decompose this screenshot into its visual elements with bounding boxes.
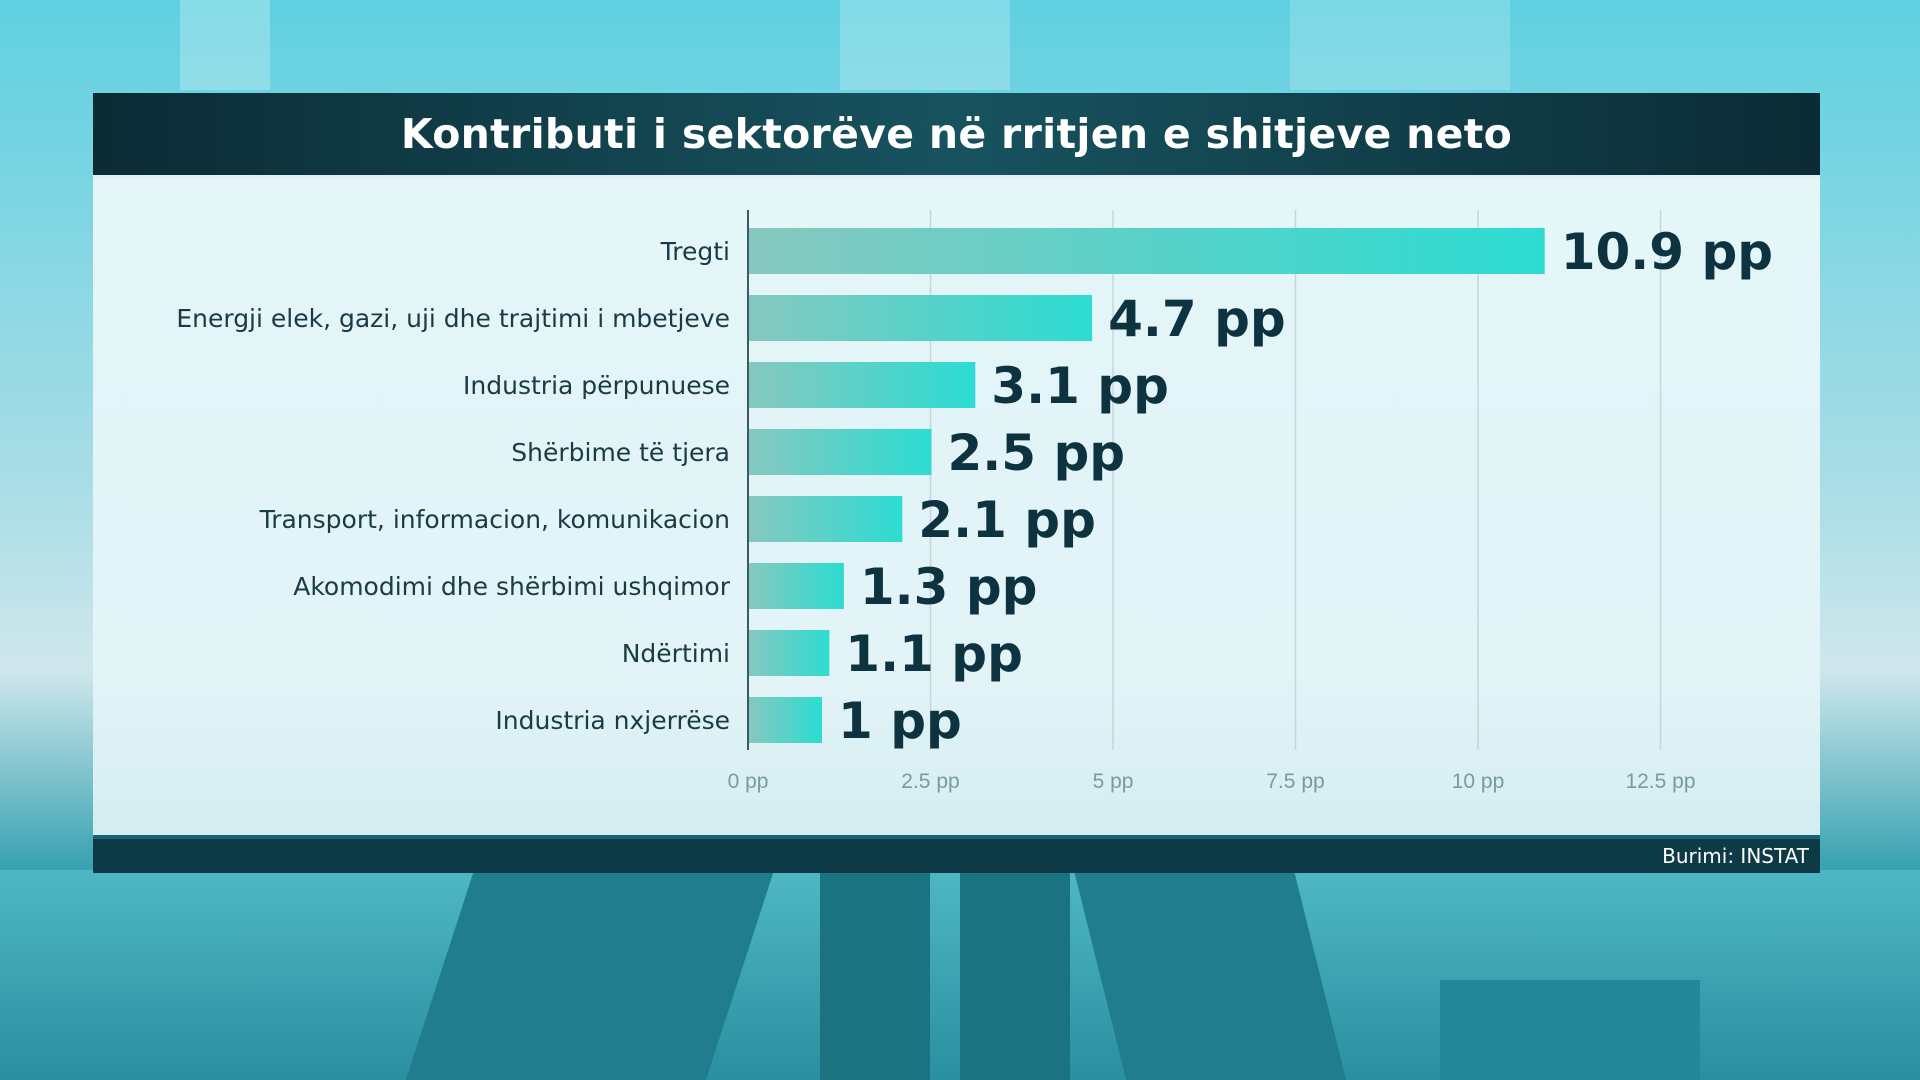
- x-tick-label: 7.5 pp: [1266, 770, 1324, 793]
- category-label: Akomodimi dhe shërbimi ushqimor: [293, 572, 731, 601]
- value-label: 1 pp: [838, 692, 962, 750]
- value-label: 1.3 pp: [860, 558, 1038, 616]
- background-pillar: [1290, 0, 1510, 90]
- bar: [749, 362, 976, 408]
- bar-chart: 0 pp 2.5 pp 5 pp 7.5 pp 10 pp 12.5 pp Tregti 10…: [176, 210, 1773, 793]
- value-label: 2.1 pp: [918, 491, 1096, 549]
- bar: [749, 228, 1545, 274]
- background-pillar: [180, 0, 270, 90]
- category-label: Transport, informacion, komunikacion: [259, 505, 730, 534]
- bar: [749, 697, 822, 743]
- background-pillar: [840, 0, 1010, 90]
- footer-bar: Burimi: INSTAT: [93, 835, 1820, 873]
- bar: [749, 563, 844, 609]
- category-label: Tregti: [660, 237, 730, 266]
- x-tick-label: 5 pp: [1093, 770, 1134, 793]
- source-label: Burimi: INSTAT: [1662, 844, 1809, 868]
- bars: [749, 228, 1545, 743]
- category-label: Industria përpunuese: [463, 371, 730, 400]
- category-label: Industria nxjerrëse: [495, 706, 730, 735]
- chart-panel: Kontributi i sektorëve në rritjen e shit…: [93, 93, 1820, 873]
- plot-area: 0 pp 2.5 pp 5 pp 7.5 pp 10 pp 12.5 pp Tregti 10…: [93, 175, 1820, 835]
- bar: [749, 429, 932, 475]
- category-label: Energji elek, gazi, uji dhe trajtimi i m…: [176, 304, 730, 333]
- x-tick-label: 2.5 pp: [901, 770, 959, 793]
- category-label: Shërbime të tjera: [511, 438, 730, 467]
- labels: 0 pp 2.5 pp 5 pp 7.5 pp 10 pp 12.5 pp Tregti 10…: [176, 223, 1773, 793]
- category-label: Ndërtimi: [622, 639, 730, 668]
- value-label: 10.9 pp: [1561, 223, 1773, 281]
- x-tick-label: 10 pp: [1452, 770, 1505, 793]
- bar: [749, 295, 1093, 341]
- value-label: 4.7 pp: [1108, 290, 1286, 348]
- value-label: 1.1 pp: [845, 625, 1023, 683]
- chart-title: Kontributi i sektorëve në rritjen e shit…: [400, 110, 1513, 158]
- value-label: 3.1 pp: [991, 357, 1169, 415]
- value-label: 2.5 pp: [948, 424, 1126, 482]
- x-tick-label: 0 pp: [728, 770, 769, 793]
- bar: [749, 630, 830, 676]
- background-desk-slat: [1440, 980, 1700, 1080]
- title-bar: Kontributi i sektorëve në rritjen e shit…: [93, 93, 1820, 178]
- bar: [749, 496, 903, 542]
- background-desk-slat: [960, 870, 1070, 1080]
- x-tick-label: 12.5 pp: [1625, 770, 1695, 793]
- background-desk-slat: [820, 870, 930, 1080]
